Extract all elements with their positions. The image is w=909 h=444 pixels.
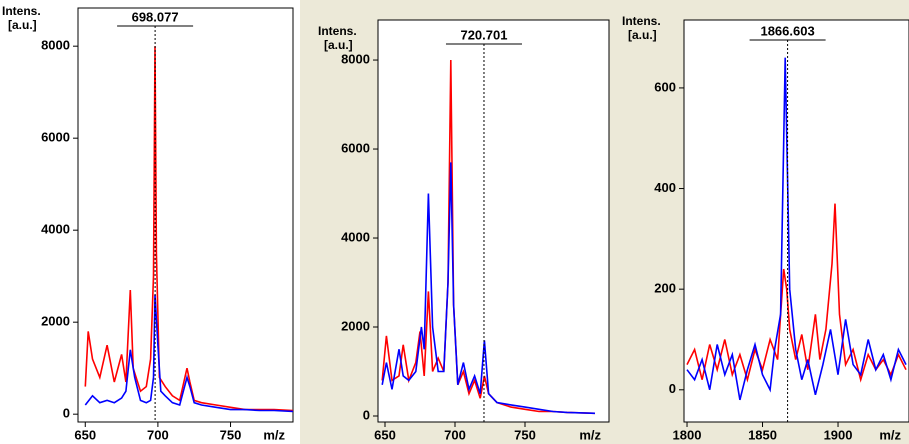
y-axis-label: Intens.	[622, 14, 661, 28]
y-tick-label: 4000	[341, 229, 370, 244]
x-tick-label: 1800	[673, 427, 702, 442]
peak-label: 698.077	[132, 9, 179, 24]
x-tick-label: 700	[444, 427, 466, 442]
y-tick-label: 400	[654, 180, 676, 195]
y-axis-label: [a.u.]	[324, 38, 353, 52]
y-tick-label: 0	[669, 381, 676, 396]
y-tick-label: 2000	[41, 314, 70, 329]
x-tick-label: 700	[147, 427, 169, 442]
spectrum-line	[84, 294, 293, 413]
y-axis-label: [a.u.]	[8, 18, 37, 32]
y-tick-label: 4000	[41, 222, 70, 237]
y-tick-label: 8000	[41, 38, 70, 53]
y-axis-label: Intens.	[2, 4, 41, 18]
y-tick-label: 200	[654, 281, 676, 296]
x-axis-label: m/z	[879, 427, 901, 442]
y-tick-label: 600	[654, 79, 676, 94]
x-axis-label: m/z	[579, 427, 601, 442]
x-tick-label: 650	[74, 427, 96, 442]
x-tick-label: 650	[374, 427, 396, 442]
plot-area	[77, 7, 294, 423]
series-group	[381, 59, 596, 415]
plot-area	[377, 19, 610, 423]
spectrum-line	[381, 162, 596, 415]
spectrum-line	[686, 57, 907, 401]
y-axis-label: Intens.	[318, 24, 357, 38]
x-tick-label: 750	[514, 427, 536, 442]
y-tick-label: 0	[63, 406, 70, 421]
spectrum-line	[381, 59, 596, 415]
x-tick-label: 1900	[824, 427, 853, 442]
series-group	[84, 46, 293, 413]
x-tick-label: 1850	[748, 427, 777, 442]
series-group	[686, 57, 907, 401]
y-tick-label: 2000	[341, 318, 370, 333]
peak-label: 1866.603	[760, 23, 814, 38]
spectrum-line	[686, 203, 907, 383]
x-axis-label: m/z	[263, 427, 285, 442]
y-axis-label: [a.u.]	[628, 28, 657, 42]
peak-label: 720.701	[460, 27, 507, 42]
x-tick-label: 750	[220, 427, 242, 442]
plot-area	[683, 19, 909, 423]
spectrum-line	[84, 46, 293, 412]
y-tick-label: 6000	[41, 130, 70, 145]
y-tick-label: 6000	[341, 140, 370, 155]
y-tick-label: 8000	[341, 51, 370, 66]
y-tick-label: 0	[363, 407, 370, 422]
